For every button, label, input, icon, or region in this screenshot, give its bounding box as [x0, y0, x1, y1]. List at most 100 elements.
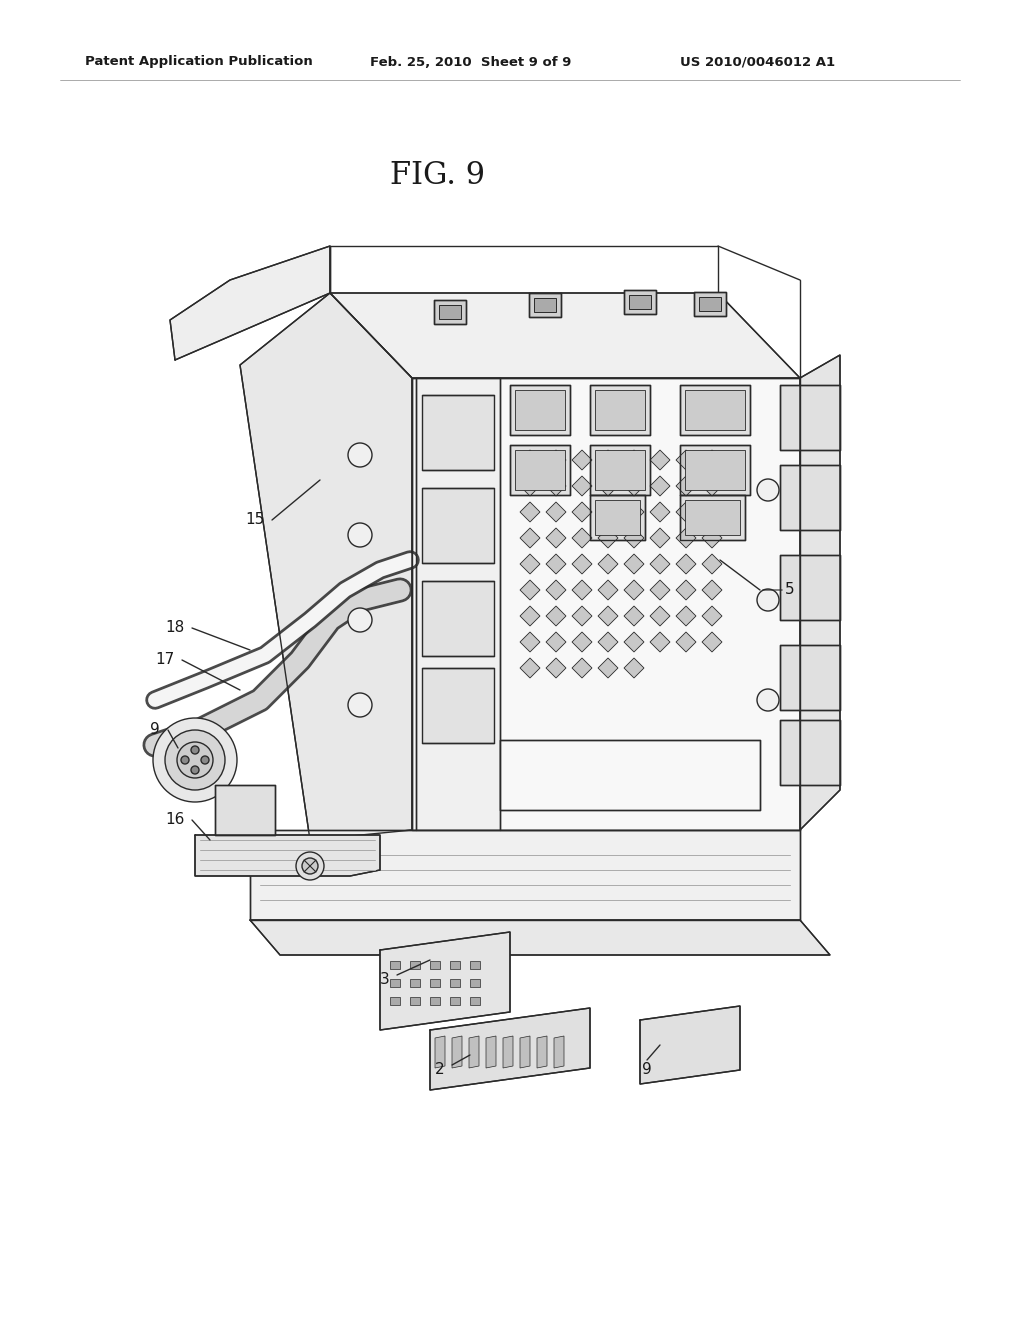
- Polygon shape: [469, 1036, 479, 1068]
- Polygon shape: [430, 997, 440, 1005]
- Polygon shape: [780, 645, 840, 710]
- Polygon shape: [702, 477, 722, 496]
- Text: FIG. 9: FIG. 9: [390, 160, 485, 190]
- Polygon shape: [572, 606, 592, 626]
- Polygon shape: [650, 450, 670, 470]
- Polygon shape: [572, 657, 592, 678]
- Polygon shape: [676, 632, 696, 652]
- Polygon shape: [215, 785, 275, 836]
- Polygon shape: [503, 1036, 513, 1068]
- Circle shape: [296, 851, 324, 880]
- Polygon shape: [422, 668, 494, 743]
- Polygon shape: [470, 979, 480, 987]
- Polygon shape: [520, 502, 540, 521]
- Polygon shape: [702, 579, 722, 601]
- Polygon shape: [572, 579, 592, 601]
- Circle shape: [348, 523, 372, 546]
- Polygon shape: [572, 450, 592, 470]
- Text: US 2010/0046012 A1: US 2010/0046012 A1: [680, 55, 836, 69]
- Polygon shape: [500, 741, 760, 810]
- Polygon shape: [650, 528, 670, 548]
- Polygon shape: [537, 1036, 547, 1068]
- Polygon shape: [598, 528, 618, 548]
- Polygon shape: [250, 830, 800, 920]
- Polygon shape: [554, 1036, 564, 1068]
- Polygon shape: [520, 477, 540, 496]
- Polygon shape: [390, 961, 400, 969]
- Polygon shape: [546, 606, 566, 626]
- Polygon shape: [650, 579, 670, 601]
- Polygon shape: [572, 502, 592, 521]
- Polygon shape: [650, 477, 670, 496]
- Text: 9: 9: [151, 722, 160, 738]
- Polygon shape: [624, 528, 644, 548]
- Polygon shape: [546, 632, 566, 652]
- Polygon shape: [520, 606, 540, 626]
- Polygon shape: [390, 997, 400, 1005]
- Text: 15: 15: [246, 512, 264, 528]
- Polygon shape: [195, 836, 380, 876]
- Polygon shape: [470, 997, 480, 1005]
- Circle shape: [191, 766, 199, 774]
- Polygon shape: [520, 657, 540, 678]
- Polygon shape: [640, 1006, 740, 1084]
- Polygon shape: [595, 389, 645, 430]
- Polygon shape: [685, 389, 745, 430]
- Circle shape: [757, 589, 779, 611]
- Polygon shape: [430, 961, 440, 969]
- Polygon shape: [676, 528, 696, 548]
- Polygon shape: [598, 606, 618, 626]
- Polygon shape: [515, 450, 565, 490]
- Text: 18: 18: [165, 620, 184, 635]
- Polygon shape: [430, 1008, 590, 1090]
- Polygon shape: [240, 293, 412, 840]
- Polygon shape: [624, 657, 644, 678]
- Polygon shape: [650, 632, 670, 652]
- Polygon shape: [520, 554, 540, 574]
- Polygon shape: [676, 554, 696, 574]
- Polygon shape: [515, 389, 565, 430]
- Polygon shape: [780, 465, 840, 531]
- Polygon shape: [624, 579, 644, 601]
- Polygon shape: [450, 979, 460, 987]
- Polygon shape: [702, 606, 722, 626]
- Polygon shape: [590, 445, 650, 495]
- Polygon shape: [624, 632, 644, 652]
- Polygon shape: [434, 300, 466, 323]
- Polygon shape: [595, 450, 645, 490]
- Polygon shape: [676, 606, 696, 626]
- Polygon shape: [780, 554, 840, 620]
- Polygon shape: [598, 554, 618, 574]
- Polygon shape: [590, 385, 650, 436]
- Circle shape: [348, 693, 372, 717]
- Polygon shape: [546, 477, 566, 496]
- Polygon shape: [416, 378, 500, 830]
- Polygon shape: [572, 632, 592, 652]
- Polygon shape: [624, 606, 644, 626]
- Polygon shape: [676, 579, 696, 601]
- Polygon shape: [702, 502, 722, 521]
- Polygon shape: [546, 657, 566, 678]
- Circle shape: [302, 858, 318, 874]
- Polygon shape: [380, 932, 510, 1030]
- Text: Feb. 25, 2010  Sheet 9 of 9: Feb. 25, 2010 Sheet 9 of 9: [370, 55, 571, 69]
- Polygon shape: [650, 606, 670, 626]
- Polygon shape: [598, 450, 618, 470]
- Polygon shape: [546, 579, 566, 601]
- Polygon shape: [685, 500, 740, 535]
- Polygon shape: [598, 502, 618, 521]
- Polygon shape: [170, 246, 330, 360]
- Polygon shape: [250, 920, 830, 954]
- Polygon shape: [694, 292, 726, 315]
- Polygon shape: [595, 500, 640, 535]
- Polygon shape: [452, 1036, 462, 1068]
- Text: Patent Application Publication: Patent Application Publication: [85, 55, 312, 69]
- Polygon shape: [546, 502, 566, 521]
- Polygon shape: [390, 979, 400, 987]
- Text: 9: 9: [642, 1063, 652, 1077]
- Polygon shape: [629, 294, 651, 309]
- Circle shape: [757, 689, 779, 711]
- Circle shape: [181, 756, 189, 764]
- Polygon shape: [439, 305, 461, 319]
- Polygon shape: [422, 488, 494, 564]
